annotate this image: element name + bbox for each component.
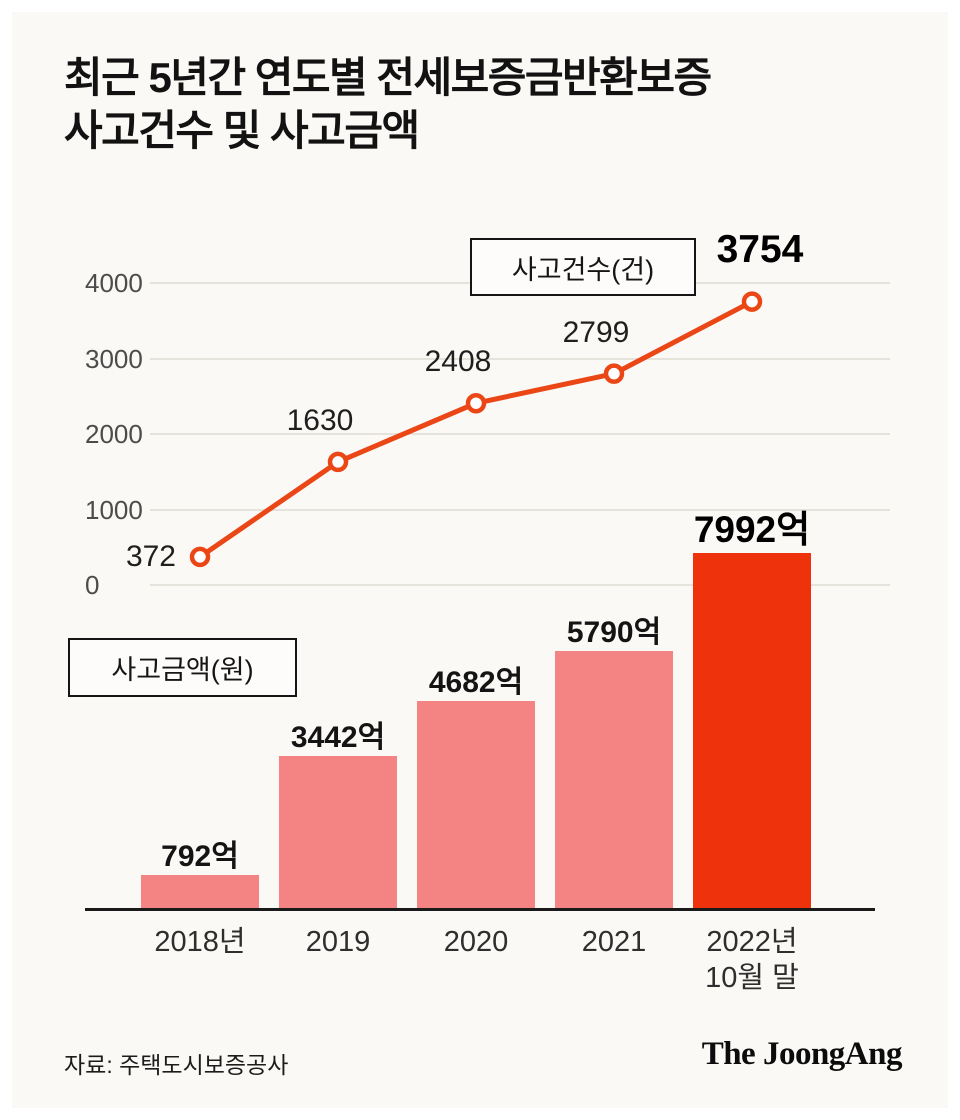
y-tick-label: 0: [85, 570, 100, 600]
x-axis-label: 2018년: [154, 926, 246, 958]
legend-accident-amount-label: 사고금액(원): [111, 655, 254, 685]
legend-accident-count-label: 사고건수(건): [511, 254, 655, 285]
x-axis-label: 2022년 10월 말: [705, 926, 799, 995]
bar-2018년: [141, 874, 259, 910]
bar-value-label: 792억: [161, 839, 239, 873]
bar-value-label: 5790억: [566, 616, 662, 650]
chart-title: 최근 5년간 연도별 전세보증금반환보증 사고건수 및 사고금액: [64, 54, 712, 154]
bar-value-label: 4682억: [428, 665, 524, 699]
bar-value-label: 3442억: [290, 721, 386, 755]
line-point-label: 2799: [562, 315, 630, 349]
bar-value-label: 7992억: [693, 509, 811, 550]
bar-2021: [555, 651, 673, 910]
line-point-label: 1630: [286, 403, 354, 437]
bar-2020: [417, 700, 535, 910]
x-axis-label: 2021: [581, 926, 647, 958]
gridline: [150, 357, 890, 360]
line-point-label: 3754: [716, 227, 804, 271]
bar-2019: [279, 756, 397, 910]
line-point-marker: [327, 451, 349, 473]
line-point-label: 372: [125, 539, 176, 573]
line-point-marker: [741, 291, 763, 312]
joongang-logo: The JoongAng: [701, 1036, 903, 1072]
gridline: [150, 584, 890, 586]
gridline: [150, 508, 890, 511]
x-axis-line: [85, 908, 875, 911]
y-tick-label: 1000: [85, 494, 143, 525]
y-tick-label: 2000: [85, 419, 143, 449]
source-credit: 자료: 주택도시보증공사: [64, 1052, 289, 1078]
legend-accident-count-box: 사고건수(건): [470, 238, 696, 296]
y-tick-label: 3000: [85, 343, 143, 374]
legend-accident-amount-box: 사고금액(원): [68, 638, 297, 697]
bar-2022년: [693, 553, 811, 910]
x-axis-label: 2020: [443, 926, 509, 958]
gridline: [150, 433, 890, 435]
line-point-marker: [189, 546, 211, 568]
y-tick-label: 4000: [85, 268, 143, 298]
x-axis-label: 2019: [305, 926, 371, 958]
accident-count-line: [189, 291, 763, 568]
line-point-label: 2408: [424, 345, 492, 379]
line-point-marker: [465, 392, 487, 414]
combo-chart: 0 1000 2000 3000 4000 792억 3442억 4682억 5790억 7992…: [0, 227, 960, 1020]
line-point-marker: [603, 363, 625, 384]
